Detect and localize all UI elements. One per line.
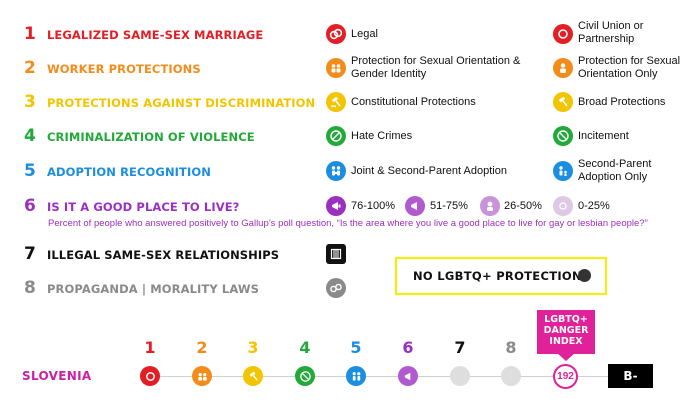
legend-row-marriage: 1 LEGALIZED SAME-SEX MARRIAGE Legal Civi…: [0, 20, 690, 50]
family-icon: [553, 161, 573, 181]
gavel-icon: [243, 366, 263, 386]
megaphone-icon: [405, 196, 425, 216]
column-number-2: 2: [196, 338, 208, 357]
legend-label-hate-crimes: Hate Crimes: [351, 130, 413, 142]
category-label: PROTECTIONS AGAINST DISCRIMINATION: [47, 96, 316, 110]
people-icon: [326, 58, 346, 78]
handcuffs-icon: [326, 278, 346, 298]
scorecard-line: [140, 376, 610, 377]
category-label: PROPAGANDA | MORALITY LAWS: [47, 282, 259, 296]
column-number-6: 6: [402, 338, 414, 357]
family-icon: [346, 366, 366, 386]
legend-row-illegal: 7 ILLEGAL SAME-SEX RELATIONSHIPS: [0, 240, 690, 270]
person-icon: [553, 58, 573, 78]
legend-label-0-25: 0-25%: [578, 200, 610, 212]
column-number-1: 1: [144, 338, 156, 357]
category-number: 4: [24, 126, 36, 146]
no-protections-dot: [578, 269, 591, 282]
legend-label-51-75: 51-75%: [430, 200, 468, 212]
no-protections-legend: NO LGBTQ+ PROTECTIONS: [395, 257, 607, 295]
grade-badge: B-: [608, 364, 653, 388]
legend-row-worker: 2 WORKER PROTECTIONS Protection for Sexu…: [0, 54, 690, 84]
legend-row-adoption: 5 ADOPTION RECOGNITION Joint & Second-Pa…: [0, 157, 690, 187]
column-number-7: 7: [454, 338, 466, 357]
category-label: CRIMINALIZATION OF VIOLENCE: [47, 130, 255, 144]
person-icon: [553, 196, 573, 216]
people-icon: [192, 366, 212, 386]
category-label: LEGALIZED SAME-SEX MARRIAGE: [47, 28, 264, 42]
category-number: 5: [24, 161, 36, 181]
person-icon: [480, 196, 500, 216]
legend-label-76-100: 76-100%: [351, 200, 396, 212]
category-label: IS IT A GOOD PLACE TO LIVE?: [47, 200, 240, 214]
legend-label-broad: Broad Protections: [578, 96, 666, 108]
gavel-icon: [326, 92, 346, 112]
column-number-4: 4: [299, 338, 311, 357]
no-protections-label: NO LGBTQ+ PROTECTIONS: [413, 269, 591, 283]
legend-label-sogi: Protection for Sexual Orientation & Gend…: [351, 55, 521, 80]
gallup-note: Percent of people who answered positivel…: [48, 218, 648, 229]
jail-icon: [326, 244, 346, 264]
category-number: 2: [24, 58, 36, 78]
legend-label-26-50: 26-50%: [504, 200, 542, 212]
legend-label-incitement: Incitement: [578, 130, 629, 142]
country-name: SLOVENIA: [22, 369, 92, 383]
no-entry-icon: [295, 366, 315, 386]
hate-icon: [326, 126, 346, 146]
category-number: 1: [24, 24, 36, 44]
empty-dot-7: [450, 366, 470, 386]
danger-index-pointer: [557, 353, 575, 361]
megaphone-icon: [326, 196, 346, 216]
legend-row-violence: 4 CRIMINALIZATION OF VIOLENCE Hate Crime…: [0, 122, 690, 152]
rings-icon: [326, 24, 346, 44]
danger-index-value: 192: [553, 364, 578, 389]
category-label: WORKER PROTECTIONS: [47, 62, 201, 76]
category-number: 3: [24, 92, 36, 112]
category-number: 8: [24, 278, 36, 298]
category-number: 7: [24, 244, 36, 264]
column-number-8: 8: [505, 338, 517, 357]
danger-index-label: LGBTQ+ DANGER INDEX: [537, 310, 595, 354]
no-entry-icon: [553, 126, 573, 146]
gavel-icon: [553, 92, 573, 112]
legend-row-discrimination: 3 PROTECTIONS AGAINST DISCRIMINATION Con…: [0, 88, 690, 118]
legend-label-second-parent: Second-Parent Adoption Only: [578, 158, 652, 183]
megaphone-icon: [398, 366, 418, 386]
category-number: 6: [24, 196, 36, 216]
category-label: ADOPTION RECOGNITION: [47, 165, 211, 179]
empty-dot-8: [501, 366, 521, 386]
column-number-3: 3: [247, 338, 259, 357]
legend-label-joint-adoption: Joint & Second-Parent Adoption: [351, 165, 507, 177]
rings-icon: [553, 24, 573, 44]
legend-row-propaganda: 8 PROPAGANDA | MORALITY LAWS: [0, 274, 690, 304]
legend-label-so-only: Protection for Sexual Orientation Only: [578, 55, 681, 80]
column-number-5: 5: [350, 338, 362, 357]
civil-union-icon: [140, 366, 160, 386]
legend-label-legal: Legal: [351, 28, 378, 40]
family-icon: [326, 161, 346, 181]
legend-row-good-place: 6 IS IT A GOOD PLACE TO LIVE? 76-100% 51…: [0, 192, 690, 222]
legend-label-civil-union: Civil Union or Partnership: [578, 20, 644, 45]
legend-label-constitutional: Constitutional Protections: [351, 96, 476, 108]
category-label: ILLEGAL SAME-SEX RELATIONSHIPS: [47, 248, 280, 262]
